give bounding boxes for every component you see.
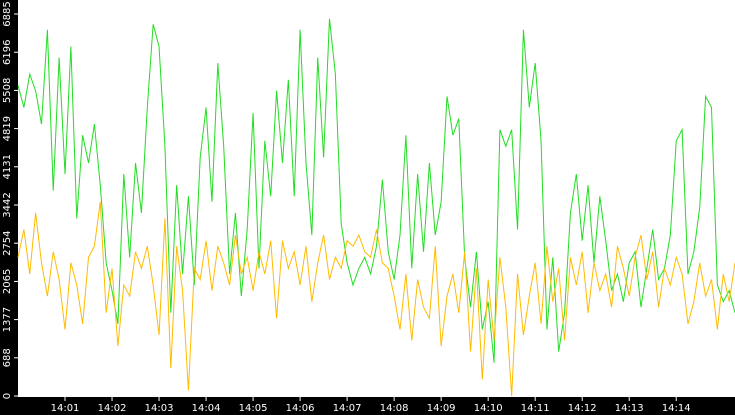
x-tick-label: 14:09 — [427, 403, 456, 414]
x-tick-label: 14:04 — [192, 403, 221, 414]
y-tick-label: 3442 — [2, 192, 13, 217]
x-tick-label: 14:08 — [380, 403, 409, 414]
y-axis-band — [0, 0, 18, 415]
series-line — [17, 201, 735, 397]
y-tick-label: 1377 — [2, 307, 13, 332]
y-tick-label: 4131 — [2, 154, 13, 179]
series-line — [17, 18, 735, 363]
x-tick-label: 14:12 — [568, 403, 597, 414]
x-tick-label: 14:05 — [239, 403, 268, 414]
y-tick-label: 2065 — [2, 269, 13, 294]
y-tick-label: 4819 — [2, 116, 13, 141]
y-tick-label: 6196 — [2, 40, 13, 65]
x-tick-label: 14:14 — [662, 403, 691, 414]
y-tick-label: 2754 — [2, 230, 13, 255]
x-tick-label: 14:10 — [474, 403, 503, 414]
x-tick-label: 14:07 — [333, 403, 362, 414]
x-tick-label: 14:13 — [615, 403, 644, 414]
x-tick-label: 14:03 — [145, 403, 174, 414]
y-tick-label: 0 — [2, 393, 13, 399]
x-tick-label: 14:01 — [51, 403, 80, 414]
x-tick-label: 14:11 — [521, 403, 550, 414]
y-tick-label: 5508 — [2, 78, 13, 103]
x-axis-band — [0, 397, 735, 415]
x-tick-label: 14:02 — [98, 403, 127, 414]
y-tick-label: 688 — [2, 348, 13, 367]
y-tick-label: 6885 — [2, 1, 13, 26]
x-tick-label: 14:06 — [286, 403, 315, 414]
